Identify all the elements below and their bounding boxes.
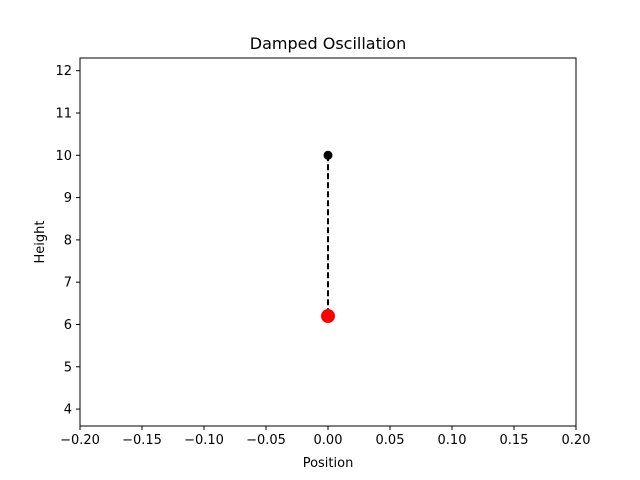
y-tick-label: 11 — [55, 106, 72, 121]
plot-marks — [321, 150, 335, 324]
mass-point — [321, 309, 335, 324]
x-tick-label: 0.10 — [438, 433, 467, 448]
x-tick-label: 0.20 — [562, 433, 591, 448]
x-tick-label: −0.15 — [122, 433, 162, 448]
y-tick-label: 9 — [64, 191, 72, 206]
y-tick-label: 6 — [64, 318, 72, 333]
x-axis-label: Position — [303, 456, 354, 471]
y-tick-label: 12 — [55, 64, 72, 79]
x-axis: −0.20 −0.15 −0.10 −0.05 0.00 0.05 0.10 0.15 0.20 — [60, 426, 590, 448]
x-tick-label: −0.20 — [60, 433, 100, 448]
x-tick-label: −0.10 — [184, 433, 224, 448]
x-tick-label: 0.15 — [500, 433, 529, 448]
y-tick-label: 5 — [64, 360, 72, 375]
y-tick-label: 4 — [64, 403, 72, 418]
y-axis: 4 5 6 7 8 9 10 11 12 — [55, 64, 80, 418]
anchor-point — [323, 150, 333, 160]
x-tick-label: −0.05 — [246, 433, 286, 448]
x-tick-label: 0.00 — [314, 433, 343, 448]
chart-title: Damped Oscillation — [250, 34, 406, 53]
y-tick-label: 10 — [55, 149, 72, 164]
y-tick-label: 8 — [64, 233, 72, 248]
y-tick-label: 7 — [64, 276, 72, 291]
y-axis-label: Height — [33, 221, 48, 264]
x-tick-label: 0.05 — [376, 433, 405, 448]
